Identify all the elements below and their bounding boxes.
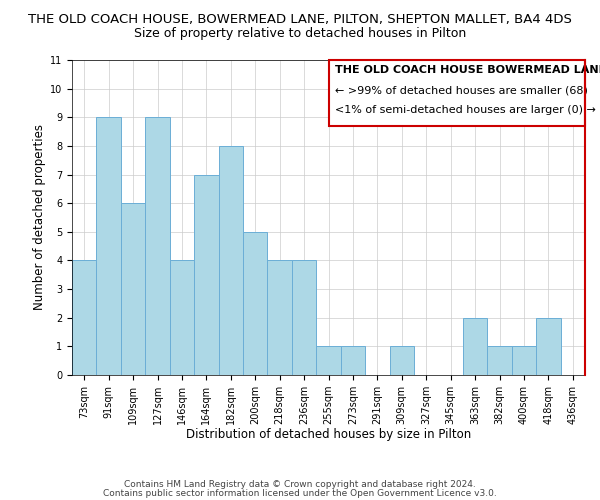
X-axis label: Distribution of detached houses by size in Pilton: Distribution of detached houses by size … [186,428,471,442]
Y-axis label: Number of detached properties: Number of detached properties [33,124,46,310]
Text: Size of property relative to detached houses in Pilton: Size of property relative to detached ho… [134,28,466,40]
Text: THE OLD COACH HOUSE BOWERMEAD LANE:  436sqm: THE OLD COACH HOUSE BOWERMEAD LANE: 436s… [335,65,600,75]
Bar [316,346,341,375]
Bar [243,232,268,375]
Text: ← >99% of detached houses are smaller (68): ← >99% of detached houses are smaller (6… [335,85,587,95]
Bar [97,118,121,375]
Bar [194,174,218,375]
Bar [145,118,170,375]
Text: THE OLD COACH HOUSE, BOWERMEAD LANE, PILTON, SHEPTON MALLET, BA4 4DS: THE OLD COACH HOUSE, BOWERMEAD LANE, PIL… [28,12,572,26]
Text: Contains HM Land Registry data © Crown copyright and database right 2024.: Contains HM Land Registry data © Crown c… [124,480,476,489]
Bar [170,260,194,375]
Bar [512,346,536,375]
Bar [329,60,585,126]
Bar [268,260,292,375]
Bar [463,318,487,375]
Bar [341,346,365,375]
Bar [487,346,512,375]
Bar [218,146,243,375]
Bar [536,318,560,375]
Bar [292,260,316,375]
Text: <1% of semi-detached houses are larger (0) →: <1% of semi-detached houses are larger (… [335,105,595,115]
Bar [389,346,414,375]
Text: Contains public sector information licensed under the Open Government Licence v3: Contains public sector information licen… [103,488,497,498]
Bar [72,260,97,375]
Bar [121,203,145,375]
